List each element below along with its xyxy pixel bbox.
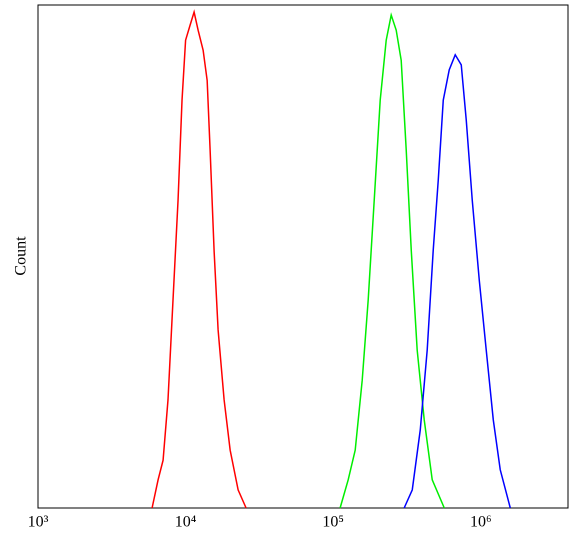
series-line	[403, 53, 512, 509]
y-axis-label: Count	[13, 236, 30, 276]
x-tick-label: 10⁴	[175, 514, 197, 531]
series-line	[339, 12, 445, 509]
plot-frame	[37, 4, 569, 509]
series-line	[151, 9, 247, 509]
x-tick-label: 10⁶	[470, 514, 492, 531]
x-tick-label: 10⁵	[322, 514, 344, 531]
x-tick-label: 10³	[28, 514, 49, 531]
